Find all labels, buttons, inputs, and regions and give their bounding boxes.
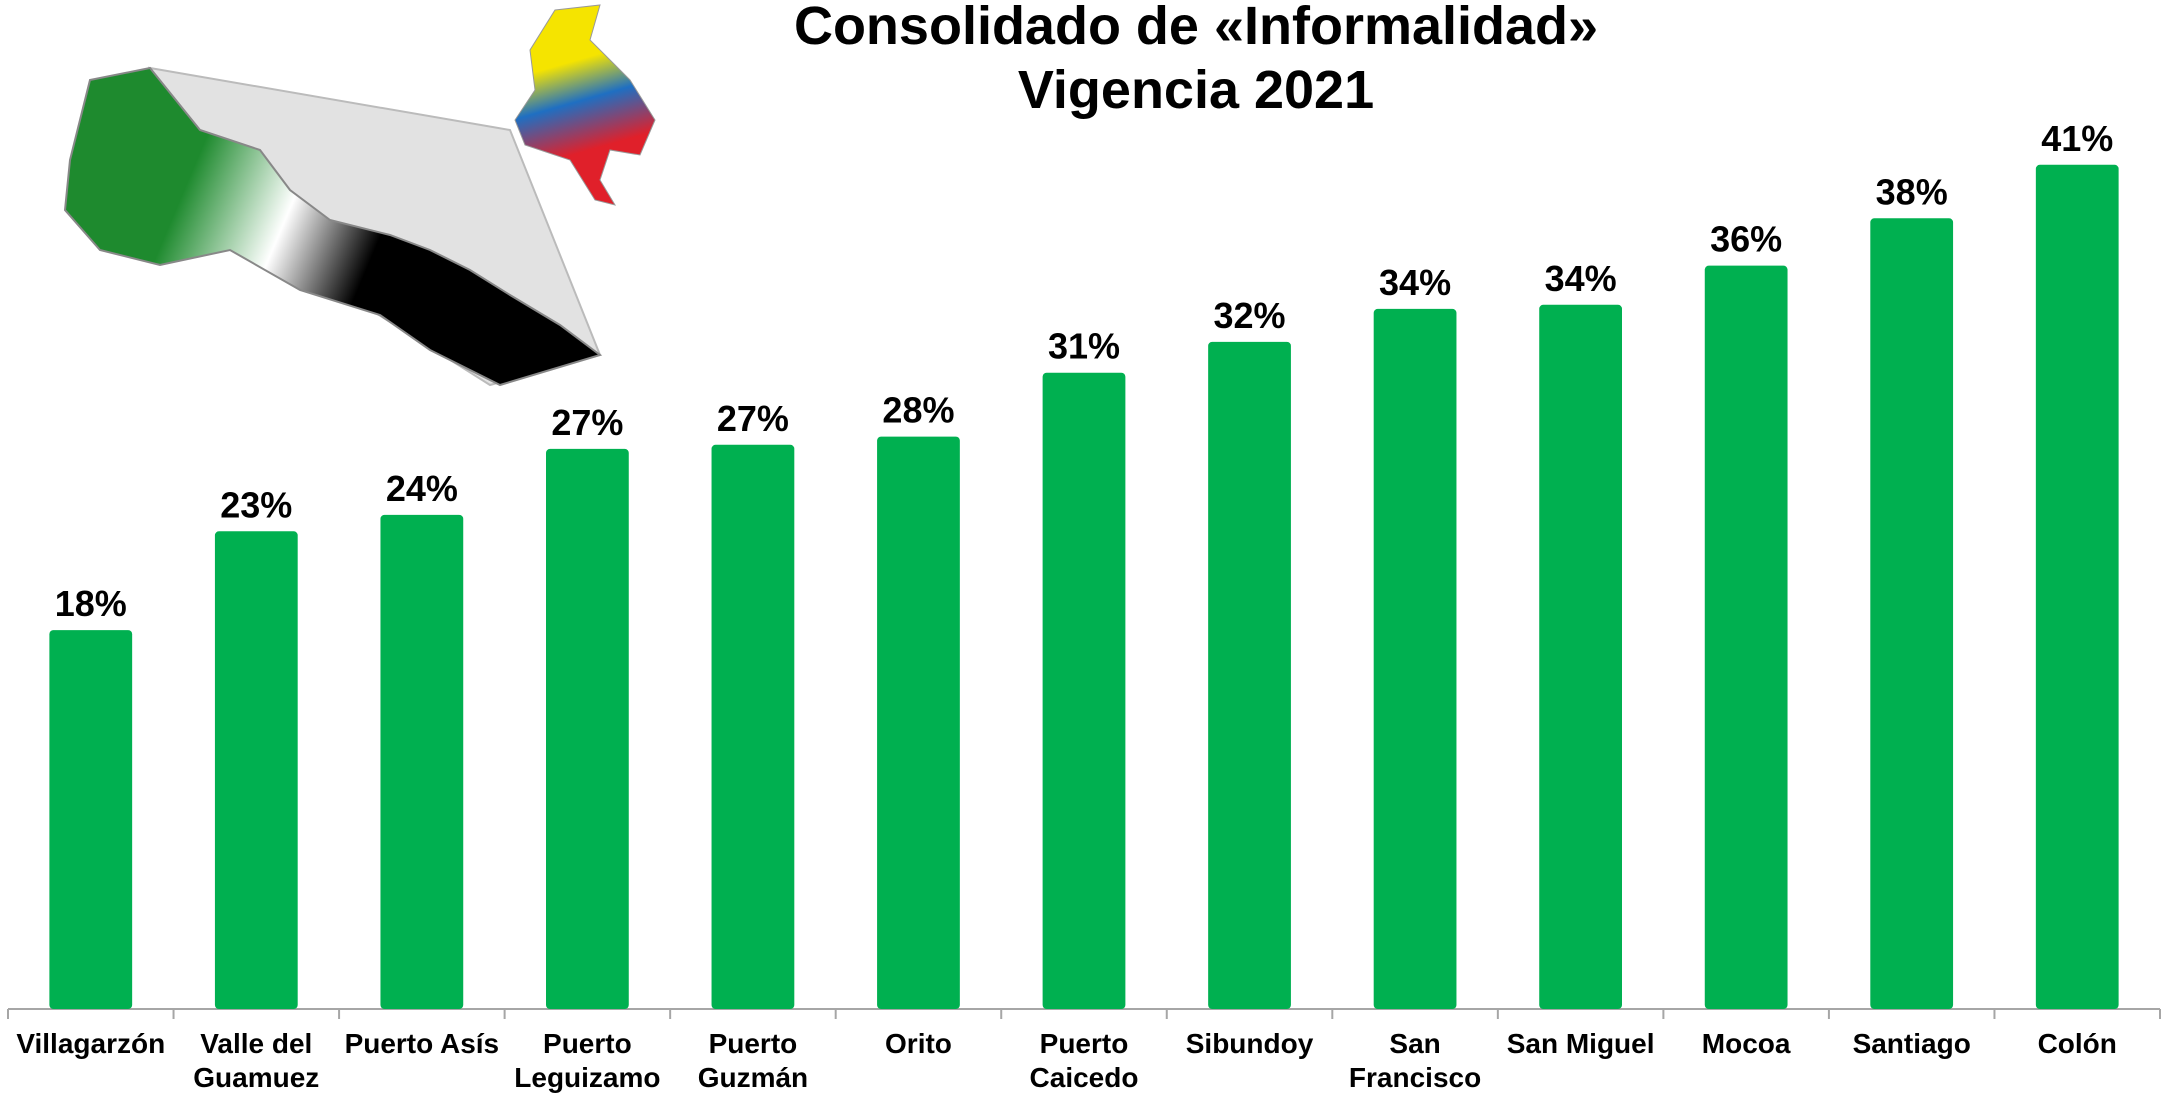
map-illustration bbox=[63, 4, 656, 387]
bar bbox=[49, 630, 133, 1009]
x-tick-label: Sibundoy bbox=[1186, 1028, 1314, 1059]
bar bbox=[380, 514, 464, 1009]
bar bbox=[1208, 341, 1291, 1009]
x-tick-label: Puerto Leguizamo bbox=[514, 1028, 660, 1093]
data-label: 32% bbox=[1214, 295, 1286, 336]
data-label: 38% bbox=[1876, 171, 1948, 212]
x-tick-label: Puerto Asís bbox=[345, 1028, 500, 1059]
data-label: 34% bbox=[1379, 262, 1451, 303]
data-label: 27% bbox=[717, 398, 789, 439]
x-tick-label: Santiago bbox=[1853, 1028, 1971, 1059]
bar bbox=[546, 448, 629, 1010]
x-tick-label: San Francisco bbox=[1349, 1028, 1481, 1093]
bar bbox=[2035, 164, 2119, 1010]
data-label: 36% bbox=[1710, 219, 1782, 260]
data-label: 23% bbox=[220, 484, 292, 525]
data-label: 18% bbox=[55, 583, 127, 624]
bar bbox=[1042, 372, 1126, 1009]
data-label: 28% bbox=[882, 390, 954, 431]
x-tick-label: Puerto Caicedo bbox=[1030, 1028, 1139, 1093]
x-tick-label: Puerto Guzmán bbox=[698, 1028, 808, 1093]
data-label: 34% bbox=[1545, 258, 1617, 299]
bar bbox=[877, 436, 960, 1009]
x-tick-label: Mocoa bbox=[1702, 1028, 1791, 1059]
data-label: 31% bbox=[1048, 326, 1120, 367]
bar bbox=[1704, 265, 1788, 1009]
x-tick-label: Orito bbox=[885, 1028, 952, 1059]
chart-subtitle: Vigencia 2021 bbox=[1018, 60, 1374, 120]
x-tick-label: Colón bbox=[2038, 1028, 2117, 1059]
x-tick-label: Valle del Guamuez bbox=[193, 1028, 319, 1093]
bar bbox=[1870, 218, 1954, 1010]
data-label: 41% bbox=[2041, 118, 2113, 159]
x-tick-label: San Miguel bbox=[1507, 1028, 1655, 1059]
data-label: 27% bbox=[551, 402, 623, 443]
bar bbox=[711, 444, 795, 1009]
data-label: 24% bbox=[386, 468, 458, 509]
chart-title: Consolidado de «Informalidad» bbox=[794, 0, 1598, 56]
bar bbox=[1539, 304, 1622, 1010]
x-tick-label: Villagarzón bbox=[16, 1028, 165, 1059]
bar bbox=[1373, 308, 1457, 1010]
bar bbox=[214, 531, 298, 1009]
